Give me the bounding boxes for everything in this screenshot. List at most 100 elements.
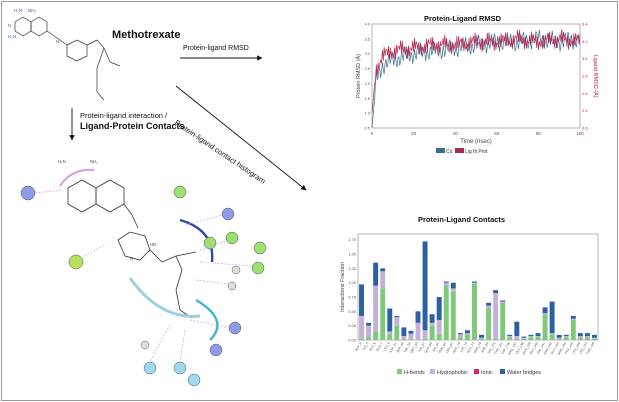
contact-y-tick: 0.25 xyxy=(348,323,357,328)
contact-x-tick: GLY_143 xyxy=(550,341,560,355)
contact-bar-hydrophobic xyxy=(493,293,499,339)
contact-bar-hydrophobic xyxy=(549,333,555,335)
contact-bar-hydrophobic xyxy=(359,315,364,339)
contact-bar-water-bridges xyxy=(450,282,456,289)
contact-y-tick: 1.75 xyxy=(348,237,357,242)
contact-bar-h-bonds xyxy=(584,337,590,340)
rmsd-y-tick-right: 2.4 xyxy=(582,108,588,113)
contact-bar-hydrophobic xyxy=(535,335,541,338)
contact-legend-swatch xyxy=(430,369,435,374)
contact-x-tick: LEU_67 xyxy=(445,341,454,353)
contact-bar-h-bonds xyxy=(528,337,534,340)
contact-bar-hydrophobic xyxy=(450,288,456,292)
contact-bar-h-bonds xyxy=(472,283,477,340)
contact-bar-water-bridges xyxy=(429,314,435,323)
contact-x-tick: GLU_140 xyxy=(529,341,539,355)
contact-x-tick: TYR_121 xyxy=(493,341,503,355)
contact-bar-hydrophobic xyxy=(401,335,407,339)
contact-legend-label: H-bonds xyxy=(404,370,425,376)
contact-x-tick: ASP_94 xyxy=(480,341,489,353)
contact-x-tick: ARG_144 xyxy=(557,341,568,355)
contact-bar-h-bonds xyxy=(373,331,379,340)
rmsd-y-tick-right: 3.0 xyxy=(582,56,588,61)
contact-x-tick: ASN_142 xyxy=(543,341,553,355)
rmsd-y-tick-left: 1.0 xyxy=(364,111,370,116)
contact-bar-water-bridges xyxy=(380,268,386,272)
contact-bar-water-bridges xyxy=(436,297,442,320)
contact-bar-hydrophobic xyxy=(592,337,597,339)
contact-bar-hydrophobic xyxy=(457,334,463,338)
interaction-label-line1: Protein-ligand interaction / xyxy=(80,111,168,120)
contact-bar-h-bonds xyxy=(556,338,562,340)
contact-bar-h-bonds xyxy=(450,291,456,340)
contact-bar-h-bonds xyxy=(429,325,435,340)
contacts-chart-title: Protein-Ligand Contacts xyxy=(418,215,506,224)
contact-bar-water-bridges xyxy=(507,334,513,336)
contact-bar-hydrophobic xyxy=(387,331,393,335)
contact-bar-water-bridges xyxy=(521,336,527,338)
contact-bar-hydrophobic xyxy=(584,335,590,338)
contact-bar-h-bonds xyxy=(443,285,449,340)
contact-legend-swatch xyxy=(397,369,402,374)
contact-x-tick: LYS_147 xyxy=(578,341,588,354)
contact-bar-water-bridges xyxy=(570,315,576,319)
contact-x-tick: ALA_3 xyxy=(354,341,362,351)
contact-bar-h-bonds xyxy=(366,337,372,340)
contact-bar-water-bridges xyxy=(584,333,590,336)
contact-bar-hydrophobic xyxy=(436,319,442,335)
svg-text:NH₂: NH₂ xyxy=(90,159,98,164)
contact-bar-h-bonds xyxy=(542,314,548,340)
svg-text:N: N xyxy=(8,23,11,28)
rmsd-y-tick-left: 4.0 xyxy=(364,22,370,27)
contact-bar-hydrophobic xyxy=(380,271,386,289)
contact-bar-h-bonds xyxy=(563,337,569,340)
contact-bar-h-bonds xyxy=(570,319,576,340)
rmsd-chart-title: Protein-Ligand RMSD xyxy=(424,14,502,23)
contact-bar-h-bonds xyxy=(436,334,442,340)
contact-x-tick: LEU_138 xyxy=(515,341,525,355)
contact-bar-hydrophobic xyxy=(464,333,470,335)
compound-title: Methotrexate xyxy=(112,29,181,41)
histogram-arrow xyxy=(175,85,307,191)
contact-bar-water-bridges xyxy=(366,322,372,326)
contact-bar-h-bonds xyxy=(387,334,393,340)
contact-bar-water-bridges xyxy=(563,334,569,336)
svg-text:H₂N: H₂N xyxy=(8,34,16,39)
rmsd-y-tick-left: 2.0 xyxy=(364,81,370,86)
contact-bar-water-bridges xyxy=(500,300,506,302)
contact-bar-water-bridges xyxy=(472,281,477,283)
svg-text:H₂N: H₂N xyxy=(58,159,66,164)
contact-x-tick: VAL_115 xyxy=(487,341,497,354)
methotrexate-structure xyxy=(14,16,121,101)
contact-bar-water-bridges xyxy=(415,311,421,323)
contact-bar-water-bridges xyxy=(457,333,463,335)
svg-text:N: N xyxy=(130,256,133,261)
contact-x-tick: VAL_50 xyxy=(403,341,412,353)
contact-bar-hydrophobic xyxy=(556,337,562,339)
contact-y-tick: 1.50 xyxy=(348,252,357,257)
contact-x-tick: THR_148 xyxy=(585,341,595,355)
contact-bar-h-bonds xyxy=(514,338,520,340)
contact-y-tick: 0.00 xyxy=(348,338,357,343)
contact-legend-label: Water bridges xyxy=(507,370,541,376)
contact-bar-hydrophobic xyxy=(373,285,379,332)
rmsd-legend-label-1: Cα xyxy=(446,149,453,155)
rmsd-y-tick-right: 2.6 xyxy=(582,91,588,96)
svg-text:H₂N: H₂N xyxy=(14,8,22,13)
contact-bar-h-bonds xyxy=(457,337,463,340)
contact-bar-hydrophobic xyxy=(486,305,492,309)
contact-bar-water-bridges xyxy=(514,321,520,336)
contact-bar-h-bonds xyxy=(500,302,506,340)
interaction-label-line2: Ligand-Protein Contacts xyxy=(80,121,185,131)
contact-bar-hydrophobic xyxy=(528,335,534,338)
svg-text:NH₂: NH₂ xyxy=(28,8,36,13)
rmsd-y-tick-left: 0.5 xyxy=(364,126,370,131)
contact-x-tick: GLN_139 xyxy=(522,341,532,355)
contact-x-tick: PRO_79 xyxy=(473,341,483,354)
contact-x-tick: ILE_61 xyxy=(432,341,441,352)
contact-bar-water-bridges xyxy=(592,334,597,338)
rmsd-legend-swatch-2 xyxy=(455,148,464,153)
contact-bar-hydrophobic xyxy=(443,282,449,286)
contact-bar-hydrophobic xyxy=(366,325,372,338)
